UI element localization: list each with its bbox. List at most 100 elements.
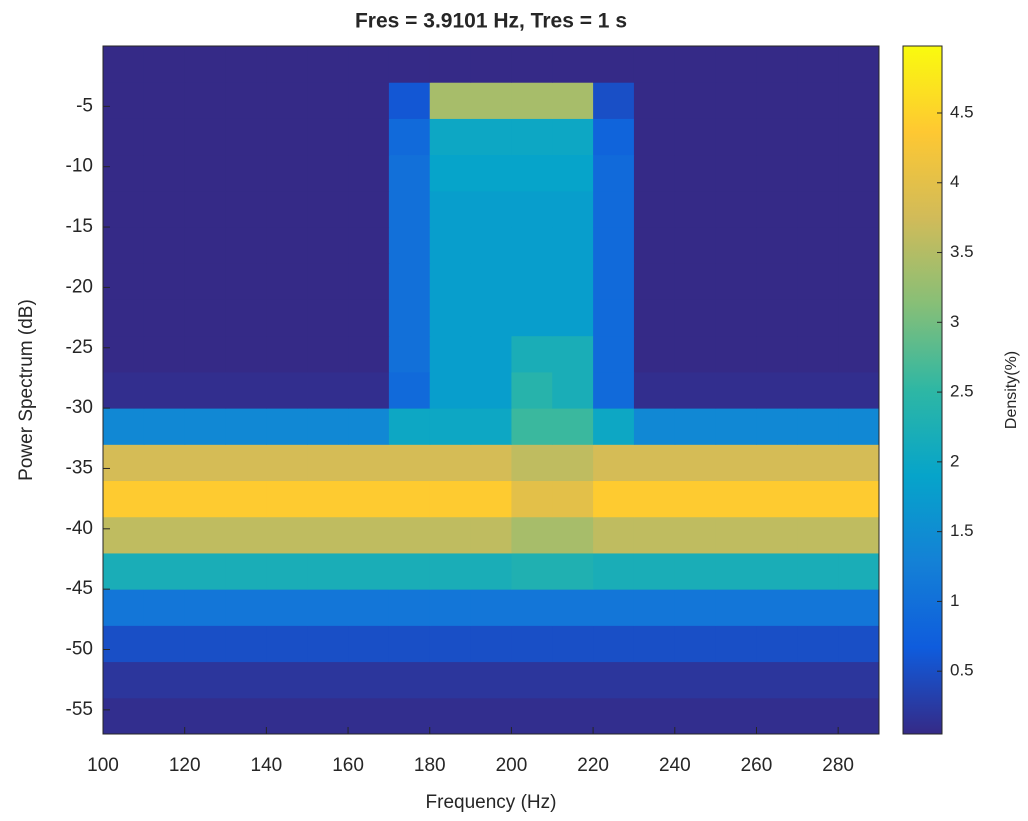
density-cell (143, 444, 186, 482)
density-cell (103, 661, 145, 699)
density-cell (511, 263, 553, 300)
density-cell (103, 625, 145, 663)
density-cell (715, 335, 757, 373)
density-cell (511, 82, 553, 119)
density-cell (307, 480, 349, 518)
density-cell (756, 335, 798, 373)
density-cell (103, 335, 145, 373)
density-cell (184, 263, 227, 300)
density-cell (388, 154, 431, 192)
density-cell (429, 661, 472, 699)
colorbar-label: Density(%) (1003, 351, 1020, 429)
density-cell (184, 299, 227, 337)
x-tick-label: 240 (659, 755, 691, 776)
y-tick-label: -50 (66, 639, 93, 660)
density-cell (838, 552, 880, 590)
density-cell (674, 589, 717, 626)
density-cell (470, 552, 512, 590)
density-cell (429, 118, 472, 156)
density-cell (470, 82, 512, 119)
density-cell (593, 697, 635, 735)
density-cell (674, 299, 717, 337)
density-cell (429, 697, 472, 735)
density-cell (593, 190, 635, 228)
density-cell (674, 335, 717, 373)
density-cell (143, 552, 186, 590)
density-cell (756, 552, 798, 590)
density-cell (266, 154, 308, 192)
density-cell (838, 625, 880, 663)
density-cell (348, 299, 390, 337)
density-cell (348, 625, 390, 663)
density-cell (715, 661, 757, 699)
density-cell (470, 335, 512, 373)
density-cell (838, 263, 880, 300)
density-cell (633, 263, 676, 300)
y-tick-label: -55 (66, 699, 93, 720)
density-cell (388, 46, 431, 83)
density-cell (348, 190, 390, 228)
density-cell (388, 371, 431, 409)
density-cell (348, 589, 390, 626)
x-tick-label: 160 (332, 755, 364, 776)
density-cell (715, 408, 757, 445)
density-cell (552, 118, 594, 156)
x-tick-label: 280 (822, 755, 854, 776)
density-cell (633, 444, 676, 482)
density-cell (307, 299, 349, 337)
density-cell (225, 227, 267, 264)
density-cell (674, 408, 717, 445)
density-cell (388, 190, 431, 228)
density-cell (184, 444, 227, 482)
density-cell (184, 46, 227, 83)
density-cell (715, 227, 757, 264)
density-cell (674, 227, 717, 264)
density-cell (184, 190, 227, 228)
density-cell (143, 589, 186, 626)
density-cell (633, 625, 676, 663)
density-cell (143, 335, 186, 373)
density-cell (633, 516, 676, 554)
density-cell (266, 46, 308, 83)
density-cell (348, 371, 390, 409)
density-cell (511, 335, 553, 373)
density-cell (225, 589, 267, 626)
density-cell (225, 480, 267, 518)
density-cell (511, 444, 553, 482)
density-cell (797, 697, 839, 735)
density-cell (511, 516, 553, 554)
density-cell (593, 552, 635, 590)
density-cell (388, 444, 431, 482)
density-cell (307, 371, 349, 409)
density-cell (633, 190, 676, 228)
x-tick-label: 100 (87, 755, 119, 776)
colorbar-tick-label: 0.5 (950, 661, 974, 680)
density-cell (552, 408, 594, 445)
density-cell (593, 46, 635, 83)
density-cell (756, 589, 798, 626)
density-cell (103, 154, 145, 192)
density-cell (797, 589, 839, 626)
density-cell (552, 82, 594, 119)
density-cell (511, 552, 553, 590)
density-cell (633, 227, 676, 264)
density-cell (593, 299, 635, 337)
density-cell (266, 190, 308, 228)
density-cell (511, 371, 553, 409)
density-cell (756, 661, 798, 699)
density-cell (756, 46, 798, 83)
density-cell (470, 154, 512, 192)
density-cell (184, 552, 227, 590)
density-cell (838, 190, 880, 228)
density-cell (143, 46, 186, 83)
density-cell (266, 408, 308, 445)
density-cell (838, 335, 880, 373)
density-cell (756, 227, 798, 264)
density-cell (552, 589, 594, 626)
density-cell (633, 82, 676, 119)
density-cell (633, 154, 676, 192)
density-cell (715, 154, 757, 192)
density-cell (674, 82, 717, 119)
density-cell (797, 335, 839, 373)
density-cell (511, 46, 553, 83)
